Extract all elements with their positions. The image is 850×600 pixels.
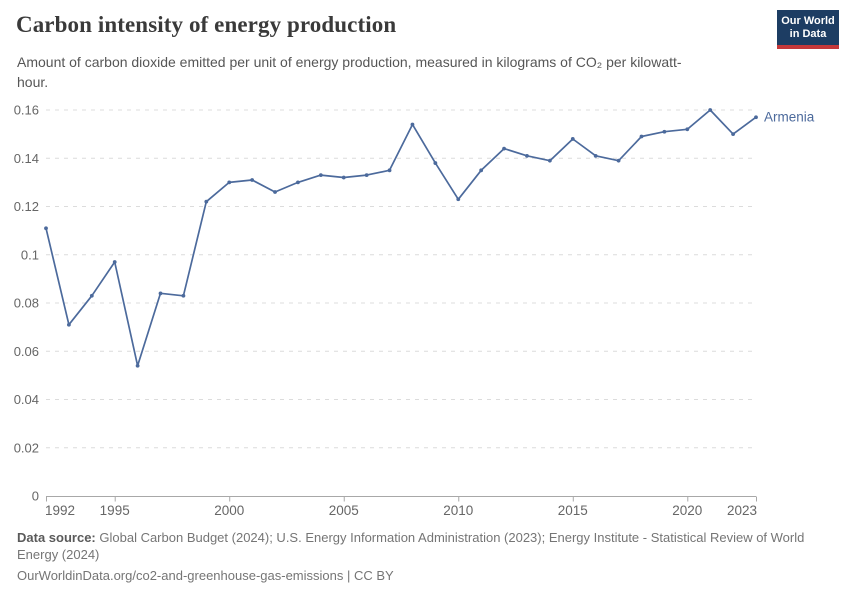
x-tick-label: 1992 [45,503,75,518]
y-tick-label: 0.08 [14,296,39,311]
data-point[interactable] [67,322,71,327]
data-point[interactable] [731,132,735,137]
armenia-trend-line [45,109,757,367]
data-point[interactable] [387,168,392,173]
y-tick-label: 0.1 [21,247,39,262]
data-point[interactable] [547,158,552,163]
x-tick-label: 2015 [558,503,588,518]
owid-logo[interactable]: Our World in Data [777,10,839,49]
y-tick-label: 0.14 [14,151,39,166]
data-point[interactable] [662,129,667,134]
data-point[interactable] [318,173,323,178]
y-tick-label: 0 [32,489,39,504]
owid-logo-line2: in Data [789,27,827,40]
data-point[interactable] [364,173,369,178]
data-point[interactable] [44,226,48,231]
data-source-text: Global Carbon Budget (2024); U.S. Energy… [17,530,805,562]
y-tick-label: 0.16 [14,103,39,118]
data-point[interactable] [754,115,758,120]
chart-subtitle: Amount of carbon dioxide emitted per uni… [17,54,682,90]
entity-label-armenia[interactable]: Armenia [764,110,815,125]
x-tick-label: 2023 [727,503,757,518]
data-point[interactable] [341,175,346,180]
data-point[interactable] [433,161,438,165]
data-point[interactable] [639,134,644,139]
x-tick-label: 2010 [443,503,473,518]
data-point[interactable] [181,293,186,298]
line-chart-plot[interactable]: 0 0.02 0.04 0.06 0.08 0.1 0.12 0.14 0.16 1992 1995… [0,95,850,530]
y-tick-label: 0.06 [14,344,39,359]
data-source-label: Data source: [17,530,96,545]
data-point[interactable] [250,178,255,182]
data-point[interactable] [204,199,209,204]
data-point[interactable] [502,146,506,151]
y-tick-label: 0.12 [14,199,39,214]
data-point[interactable] [593,153,598,158]
data-point[interactable] [708,108,713,112]
data-point[interactable] [525,153,529,158]
data-point[interactable] [135,363,140,368]
data-point[interactable] [616,158,621,163]
data-point[interactable] [296,180,300,185]
x-tick-label: 2005 [329,503,359,518]
data-point[interactable] [456,197,461,202]
owid-logo-line1: Our World [781,14,835,27]
citation-link[interactable]: OurWorldinData.org/co2-and-greenhouse-ga… [17,568,394,583]
x-tick-label: 2020 [672,503,702,518]
data-point[interactable] [158,291,163,296]
x-tick-label: 1995 [100,503,130,518]
data-point[interactable] [479,168,484,173]
page-title: Carbon intensity of energy production [16,12,397,37]
y-tick-label: 0.02 [14,440,39,455]
chart-footer: Data source: Global Carbon Budget (2024)… [17,529,837,584]
data-point[interactable] [89,293,94,298]
data-point[interactable] [570,137,575,141]
y-tick-label: 0.04 [14,392,39,407]
data-point[interactable] [410,122,415,127]
data-point[interactable] [273,190,277,194]
data-source-line: Data source: Global Carbon Budget (2024)… [17,529,837,563]
data-point[interactable] [685,127,690,132]
data-point[interactable] [112,260,117,264]
x-tick-label: 2000 [214,503,244,518]
data-point[interactable] [227,180,232,185]
